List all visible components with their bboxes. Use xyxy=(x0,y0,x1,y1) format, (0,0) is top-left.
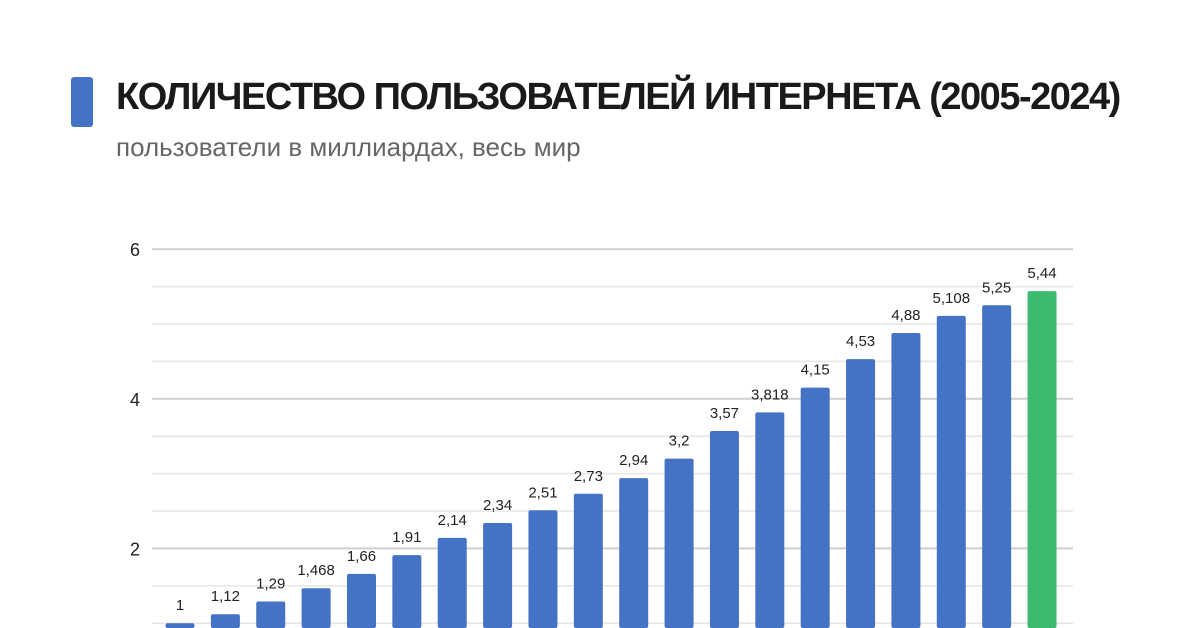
y-tick-label: 2 xyxy=(130,539,140,559)
data-label-2018: 3,818 xyxy=(751,386,789,403)
bar-2017 xyxy=(709,430,739,628)
data-label-2011: 2,14 xyxy=(438,512,467,529)
bar-2008 xyxy=(301,588,331,628)
bar-2024 xyxy=(1027,291,1057,628)
data-label-2023: 5,25 xyxy=(982,279,1011,296)
bar-2015 xyxy=(619,478,649,628)
data-label-2015: 2,94 xyxy=(619,452,648,469)
bar-2018 xyxy=(755,412,785,628)
data-label-2007: 1,29 xyxy=(256,576,285,593)
data-label-2021: 4,88 xyxy=(891,307,920,324)
data-label-2016: 3,2 xyxy=(669,433,690,450)
chart-subtitle: пользователи в миллиардах, весь мир xyxy=(116,132,581,162)
bar-2022 xyxy=(936,315,966,628)
bar-2007 xyxy=(256,601,286,628)
bar-2014 xyxy=(573,493,603,628)
bar-2021 xyxy=(891,332,921,628)
bar-2016 xyxy=(664,458,694,628)
bar-2009 xyxy=(346,573,376,628)
bar-2006 xyxy=(210,614,240,628)
data-label-2017: 3,57 xyxy=(710,405,739,422)
bar-2012 xyxy=(483,522,513,628)
y-tick-label: 4 xyxy=(130,390,140,410)
data-label-2014: 2,73 xyxy=(574,468,603,485)
title-accent-bar xyxy=(71,77,93,127)
data-label-2008: 1,468 xyxy=(297,562,335,579)
data-label-2019: 4,15 xyxy=(801,362,830,379)
data-label-2012: 2,34 xyxy=(483,497,512,514)
bar-2005 xyxy=(165,623,195,628)
data-label-2020: 4,53 xyxy=(846,333,875,350)
data-label-2005: 1 xyxy=(176,597,184,614)
bar-2010 xyxy=(392,555,422,628)
data-label-2013: 2,51 xyxy=(528,484,557,501)
bar-2019 xyxy=(800,387,830,628)
chart-title: КОЛИЧЕСТВО ПОЛЬЗОВАТЕЛЕЙ ИНТЕРНЕТА (2005… xyxy=(116,76,1121,118)
bar-2020 xyxy=(846,359,876,628)
bar-2011 xyxy=(437,537,467,628)
bar-2013 xyxy=(528,510,558,628)
data-label-2009: 1,66 xyxy=(347,548,376,565)
y-tick-label: 6 xyxy=(130,240,140,260)
data-label-2006: 1,12 xyxy=(211,588,240,605)
data-label-2010: 1,91 xyxy=(392,529,421,546)
data-label-2024: 5,44 xyxy=(1027,265,1056,282)
data-label-2022: 5,108 xyxy=(933,290,971,307)
bar-2023 xyxy=(982,305,1012,628)
